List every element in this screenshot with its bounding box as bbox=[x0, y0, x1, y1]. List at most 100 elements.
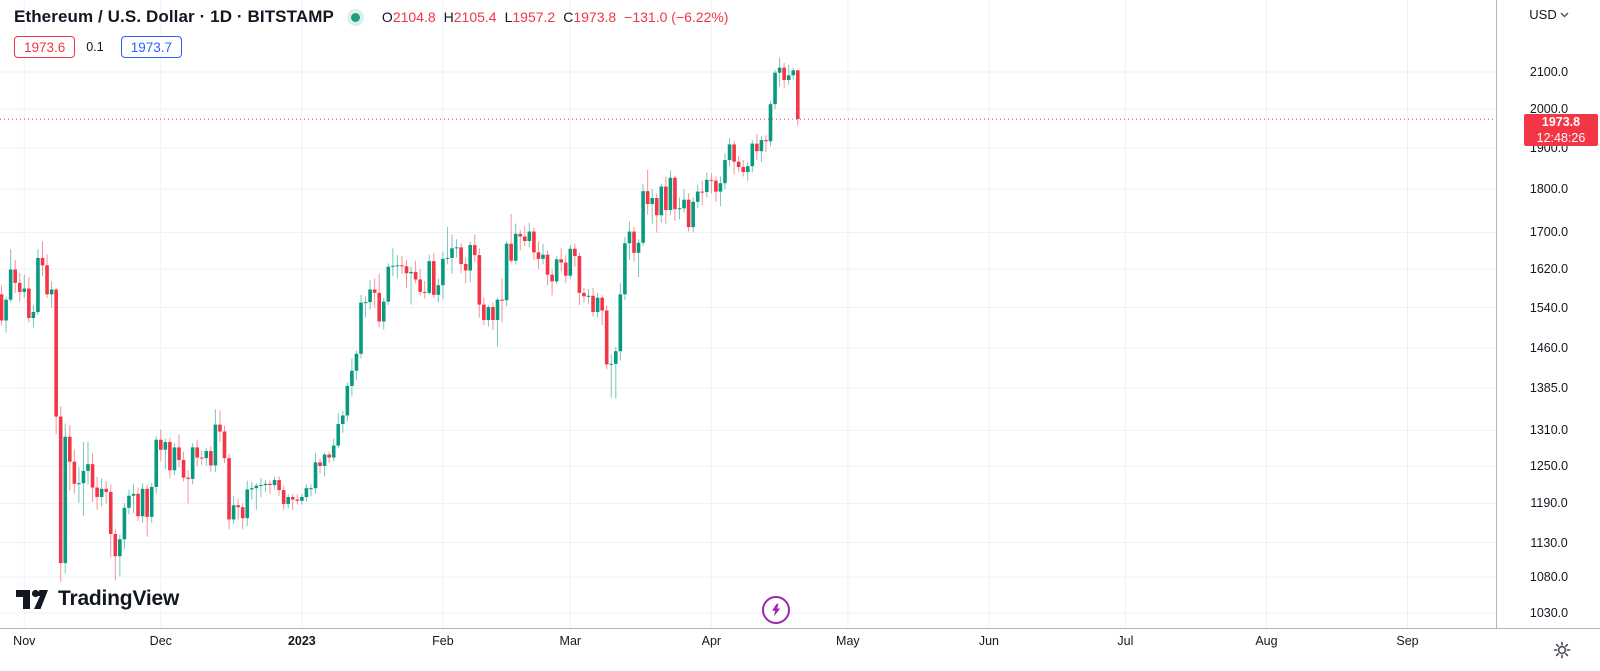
candle bbox=[477, 248, 482, 318]
candle bbox=[381, 297, 386, 330]
candle bbox=[86, 441, 90, 485]
candle bbox=[732, 140, 736, 175]
candle bbox=[609, 354, 614, 398]
candle bbox=[686, 193, 691, 232]
price-axis[interactable]: USD 2100.0 2000.0 1900.0 1800.0 1700.0 1620.0… bbox=[1496, 0, 1600, 628]
candle bbox=[77, 467, 81, 503]
candle bbox=[432, 252, 436, 298]
bar-countdown: 12:48:26 bbox=[1536, 131, 1586, 146]
price-tick-label: 1310.0 bbox=[1529, 423, 1569, 438]
time-axis-label: Sep bbox=[1396, 634, 1419, 648]
close-label: C bbox=[563, 9, 574, 25]
candle bbox=[545, 250, 550, 286]
candle bbox=[777, 57, 782, 87]
candle bbox=[331, 438, 336, 462]
candle bbox=[695, 184, 700, 209]
candle bbox=[31, 305, 36, 328]
candle bbox=[140, 483, 145, 523]
candle bbox=[386, 263, 391, 306]
candle bbox=[736, 156, 741, 173]
candle bbox=[354, 350, 359, 380]
candle bbox=[436, 278, 441, 303]
axis-settings-gear-icon[interactable] bbox=[1553, 641, 1571, 659]
price-tick-label: 1190.0 bbox=[1530, 496, 1568, 511]
change-value: −131.0 (−6.22%) bbox=[624, 9, 729, 25]
candle bbox=[327, 451, 331, 463]
candle bbox=[4, 296, 8, 333]
price-tick-label: 1030.0 bbox=[1529, 606, 1569, 620]
last-price-value: 1973.8 bbox=[1541, 115, 1581, 130]
grid-lines bbox=[0, 0, 1496, 628]
candle bbox=[445, 227, 450, 265]
candle bbox=[8, 249, 13, 303]
candle bbox=[372, 278, 377, 308]
price-tick-label: 1620.0 bbox=[1529, 262, 1569, 277]
candle bbox=[159, 429, 163, 462]
candle bbox=[318, 458, 322, 474]
candle bbox=[500, 278, 504, 323]
buy-price-button[interactable]: 1973.7 bbox=[120, 36, 182, 58]
symbol-title[interactable]: Ethereum / U.S. Dollar · 1D · BITSTAMP bbox=[14, 7, 334, 26]
candle bbox=[245, 480, 250, 527]
candle bbox=[782, 63, 786, 89]
candle bbox=[186, 470, 190, 504]
tradingview-logo-text: TradingView bbox=[58, 587, 180, 610]
high-label: H bbox=[443, 9, 454, 25]
candle bbox=[36, 249, 40, 315]
price-tick-label: 1800.0 bbox=[1529, 182, 1569, 197]
candle bbox=[786, 64, 791, 85]
candle bbox=[718, 176, 723, 207]
candle bbox=[441, 251, 445, 300]
candle bbox=[527, 222, 532, 248]
time-axis[interactable]: Nov Dec 2023 Feb Mar Apr May Jun Jul Aug Sep bbox=[0, 628, 1600, 671]
candle bbox=[0, 285, 4, 326]
sell-price-button[interactable]: 1973.6 bbox=[14, 36, 76, 58]
candle bbox=[604, 305, 609, 370]
candle bbox=[550, 269, 554, 296]
price-tick-label: 1540.0 bbox=[1529, 300, 1569, 315]
currency-selector[interactable]: USD bbox=[1497, 7, 1600, 22]
open-value: 2104.8 bbox=[392, 9, 436, 25]
candle bbox=[636, 239, 641, 278]
candle bbox=[90, 453, 95, 503]
ohlc-values: O 2104.8 H 2105.4 L 1957.2 C 1973.8 −131.0 (… bbox=[382, 9, 729, 25]
candle bbox=[586, 289, 591, 304]
candle bbox=[623, 236, 627, 301]
candle bbox=[181, 451, 186, 482]
candle bbox=[309, 484, 313, 497]
instant-trading-lightning-button[interactable] bbox=[762, 596, 790, 624]
candle bbox=[222, 425, 227, 463]
candle bbox=[118, 534, 122, 577]
candle bbox=[664, 176, 668, 224]
candle bbox=[573, 243, 577, 267]
lightning-bolt-icon bbox=[772, 603, 781, 617]
candle bbox=[263, 480, 268, 492]
candle bbox=[668, 170, 673, 215]
candle bbox=[250, 481, 254, 500]
candle bbox=[523, 225, 527, 246]
close-value: 1973.8 bbox=[573, 9, 617, 25]
candle bbox=[459, 243, 463, 273]
candle bbox=[213, 409, 218, 473]
candle bbox=[350, 358, 354, 397]
candle bbox=[645, 169, 650, 215]
candle bbox=[359, 294, 363, 359]
candle bbox=[791, 67, 796, 80]
candle bbox=[122, 503, 127, 550]
candle bbox=[81, 442, 86, 516]
candle bbox=[764, 135, 768, 153]
candle bbox=[709, 173, 714, 194]
candle bbox=[541, 243, 545, 265]
candle bbox=[304, 484, 309, 502]
candle bbox=[750, 140, 755, 173]
candle bbox=[49, 281, 54, 308]
candle bbox=[600, 295, 604, 325]
bid-ask-row: 1973.6 0.1 1973.7 bbox=[14, 36, 728, 58]
tradingview-logo[interactable]: TradingView bbox=[14, 587, 179, 611]
time-axis-label: Feb bbox=[432, 634, 454, 648]
price-tick-label: 1385.0 bbox=[1529, 381, 1569, 396]
candle bbox=[99, 478, 104, 507]
time-axis-label: Nov bbox=[13, 634, 36, 648]
candle bbox=[22, 274, 27, 298]
